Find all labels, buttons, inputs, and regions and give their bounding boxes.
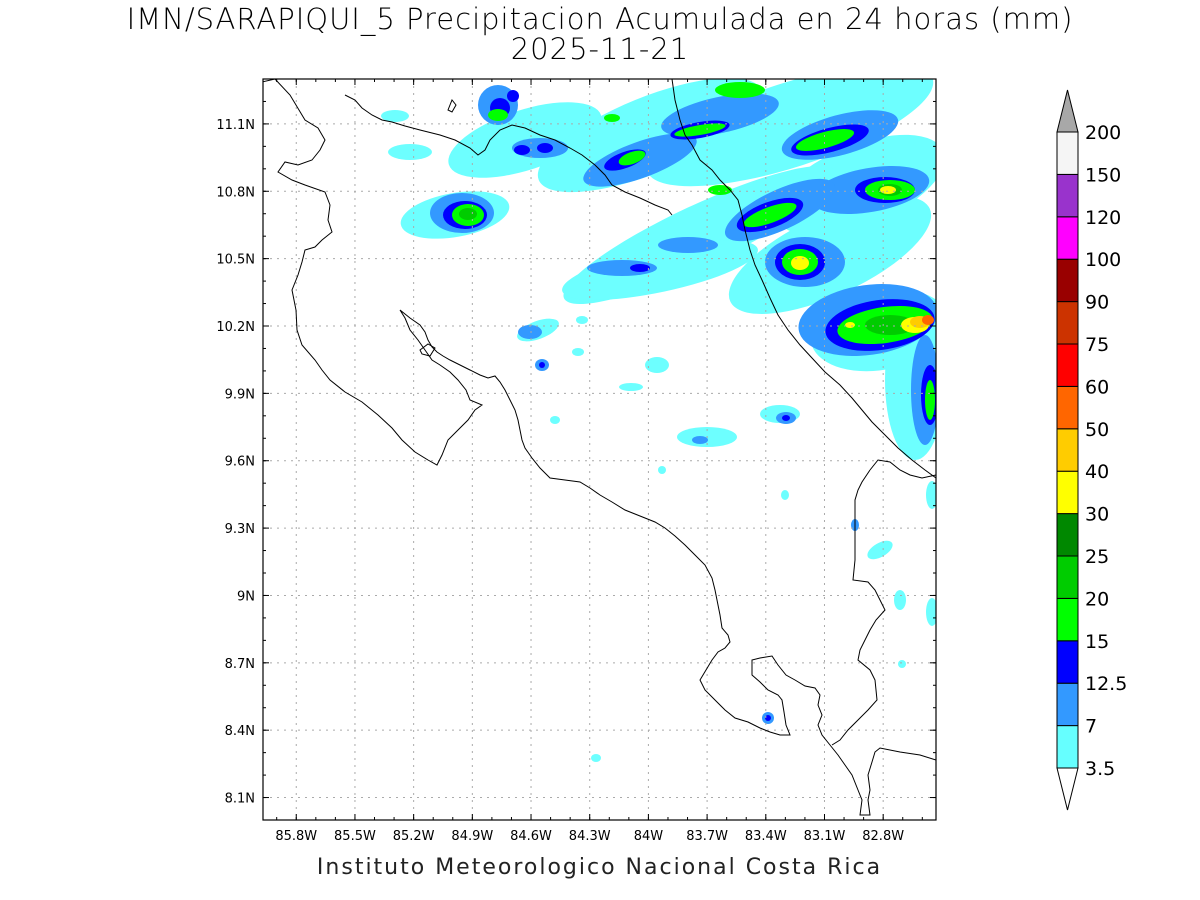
colorbar-swatch <box>1056 597 1079 642</box>
footer-credit: Instituto Meteorologico Nacional Costa R… <box>316 855 883 880</box>
latitude-axis: 11.1N 10.8N 10.5N 10.2N 9.9N 9.6N 9.3N 9N 8.7N 8.… <box>216 78 936 821</box>
lon-tick-label: 83.4W <box>745 829 787 844</box>
colorbar-label: 200 <box>1085 122 1121 144</box>
colorbar-swatch <box>1056 640 1079 684</box>
lat-tick-label: 9.3N <box>225 522 255 537</box>
colorbar-label: 150 <box>1085 164 1121 186</box>
colorbar-label: 75 <box>1085 334 1109 356</box>
lat-tick-label: 9N <box>237 589 255 604</box>
lon-tick-label: 83.7W <box>686 829 728 844</box>
colorbar-legend: 3.5 7 12.5 15 20 25 30 40 50 60 75 90 100 120 150 200 <box>1056 89 1127 811</box>
lat-tick-label: 10.2N <box>216 320 255 335</box>
colorbar-label: 50 <box>1085 419 1109 441</box>
colorbar-swatch <box>1056 682 1079 727</box>
colorbar-swatch <box>1056 258 1079 303</box>
lat-tick-label: 8.7N <box>225 657 255 672</box>
colorbar-top-arrow <box>1056 89 1079 133</box>
colorbar-label: 25 <box>1085 546 1109 568</box>
colorbar-label: 40 <box>1085 461 1109 483</box>
colorbar-label: 12.5 <box>1085 673 1127 695</box>
colorbar-label: 60 <box>1085 376 1109 398</box>
colorbar-swatch <box>1056 216 1079 260</box>
colorbar-label: 90 <box>1085 292 1109 314</box>
precipitation-field <box>381 79 936 762</box>
colorbar-swatch <box>1056 173 1079 218</box>
longitude-axis: 85.8W 85.5W 85.2W 84.9W 84.6W 84.3W 84W 83.7W 83… <box>275 79 923 844</box>
lon-tick-label: 84.3W <box>569 829 611 844</box>
lon-tick-label: 85.8W <box>275 829 317 844</box>
colorbar-swatch <box>1056 385 1079 430</box>
colorbar-bottom-arrow <box>1056 767 1079 811</box>
lat-tick-label: 11.1N <box>216 118 255 133</box>
lon-tick-label: 83.1W <box>804 829 846 844</box>
colorbar-swatch <box>1056 725 1079 769</box>
colorbar-swatch <box>1056 470 1079 515</box>
lat-tick-label: 8.4N <box>225 724 255 739</box>
lat-tick-label: 10.8N <box>216 185 255 200</box>
lat-tick-label: 8.1N <box>225 792 255 807</box>
coastline <box>263 79 936 816</box>
lat-tick-label: 9.9N <box>225 387 255 402</box>
colorbar-swatch <box>1056 343 1079 387</box>
colorbar-swatch <box>1056 513 1079 557</box>
lon-tick-label: 84W <box>634 829 664 844</box>
colorbar-swatch <box>1056 301 1079 345</box>
lon-tick-label: 82.8W <box>862 829 904 844</box>
colorbar-label: 120 <box>1085 207 1121 229</box>
lat-tick-label: 9.6N <box>225 455 255 470</box>
lon-tick-label: 85.5W <box>334 829 376 844</box>
lon-tick-label: 84.9W <box>451 829 493 844</box>
grid-lines <box>263 79 936 820</box>
colorbar-label: 3.5 <box>1085 758 1115 780</box>
colorbar-swatch <box>1056 428 1079 472</box>
lat-tick-label: 10.5N <box>216 253 255 268</box>
lon-tick-label: 84.6W <box>510 829 552 844</box>
map-date: 2025-11-21 <box>510 32 690 66</box>
lon-tick-label: 85.2W <box>393 829 435 844</box>
map-title: IMN/SARAPIQUI_5 Precipitacion Acumulada … <box>126 2 1074 36</box>
colorbar-label: 20 <box>1085 588 1109 610</box>
colorbar-label: 30 <box>1085 504 1109 526</box>
colorbar-swatch <box>1056 131 1079 175</box>
colorbar-label: 15 <box>1085 631 1109 653</box>
plot-frame <box>262 78 937 821</box>
colorbar-label: 100 <box>1085 249 1121 271</box>
colorbar-swatch <box>1056 555 1079 599</box>
colorbar-label: 7 <box>1085 716 1097 738</box>
